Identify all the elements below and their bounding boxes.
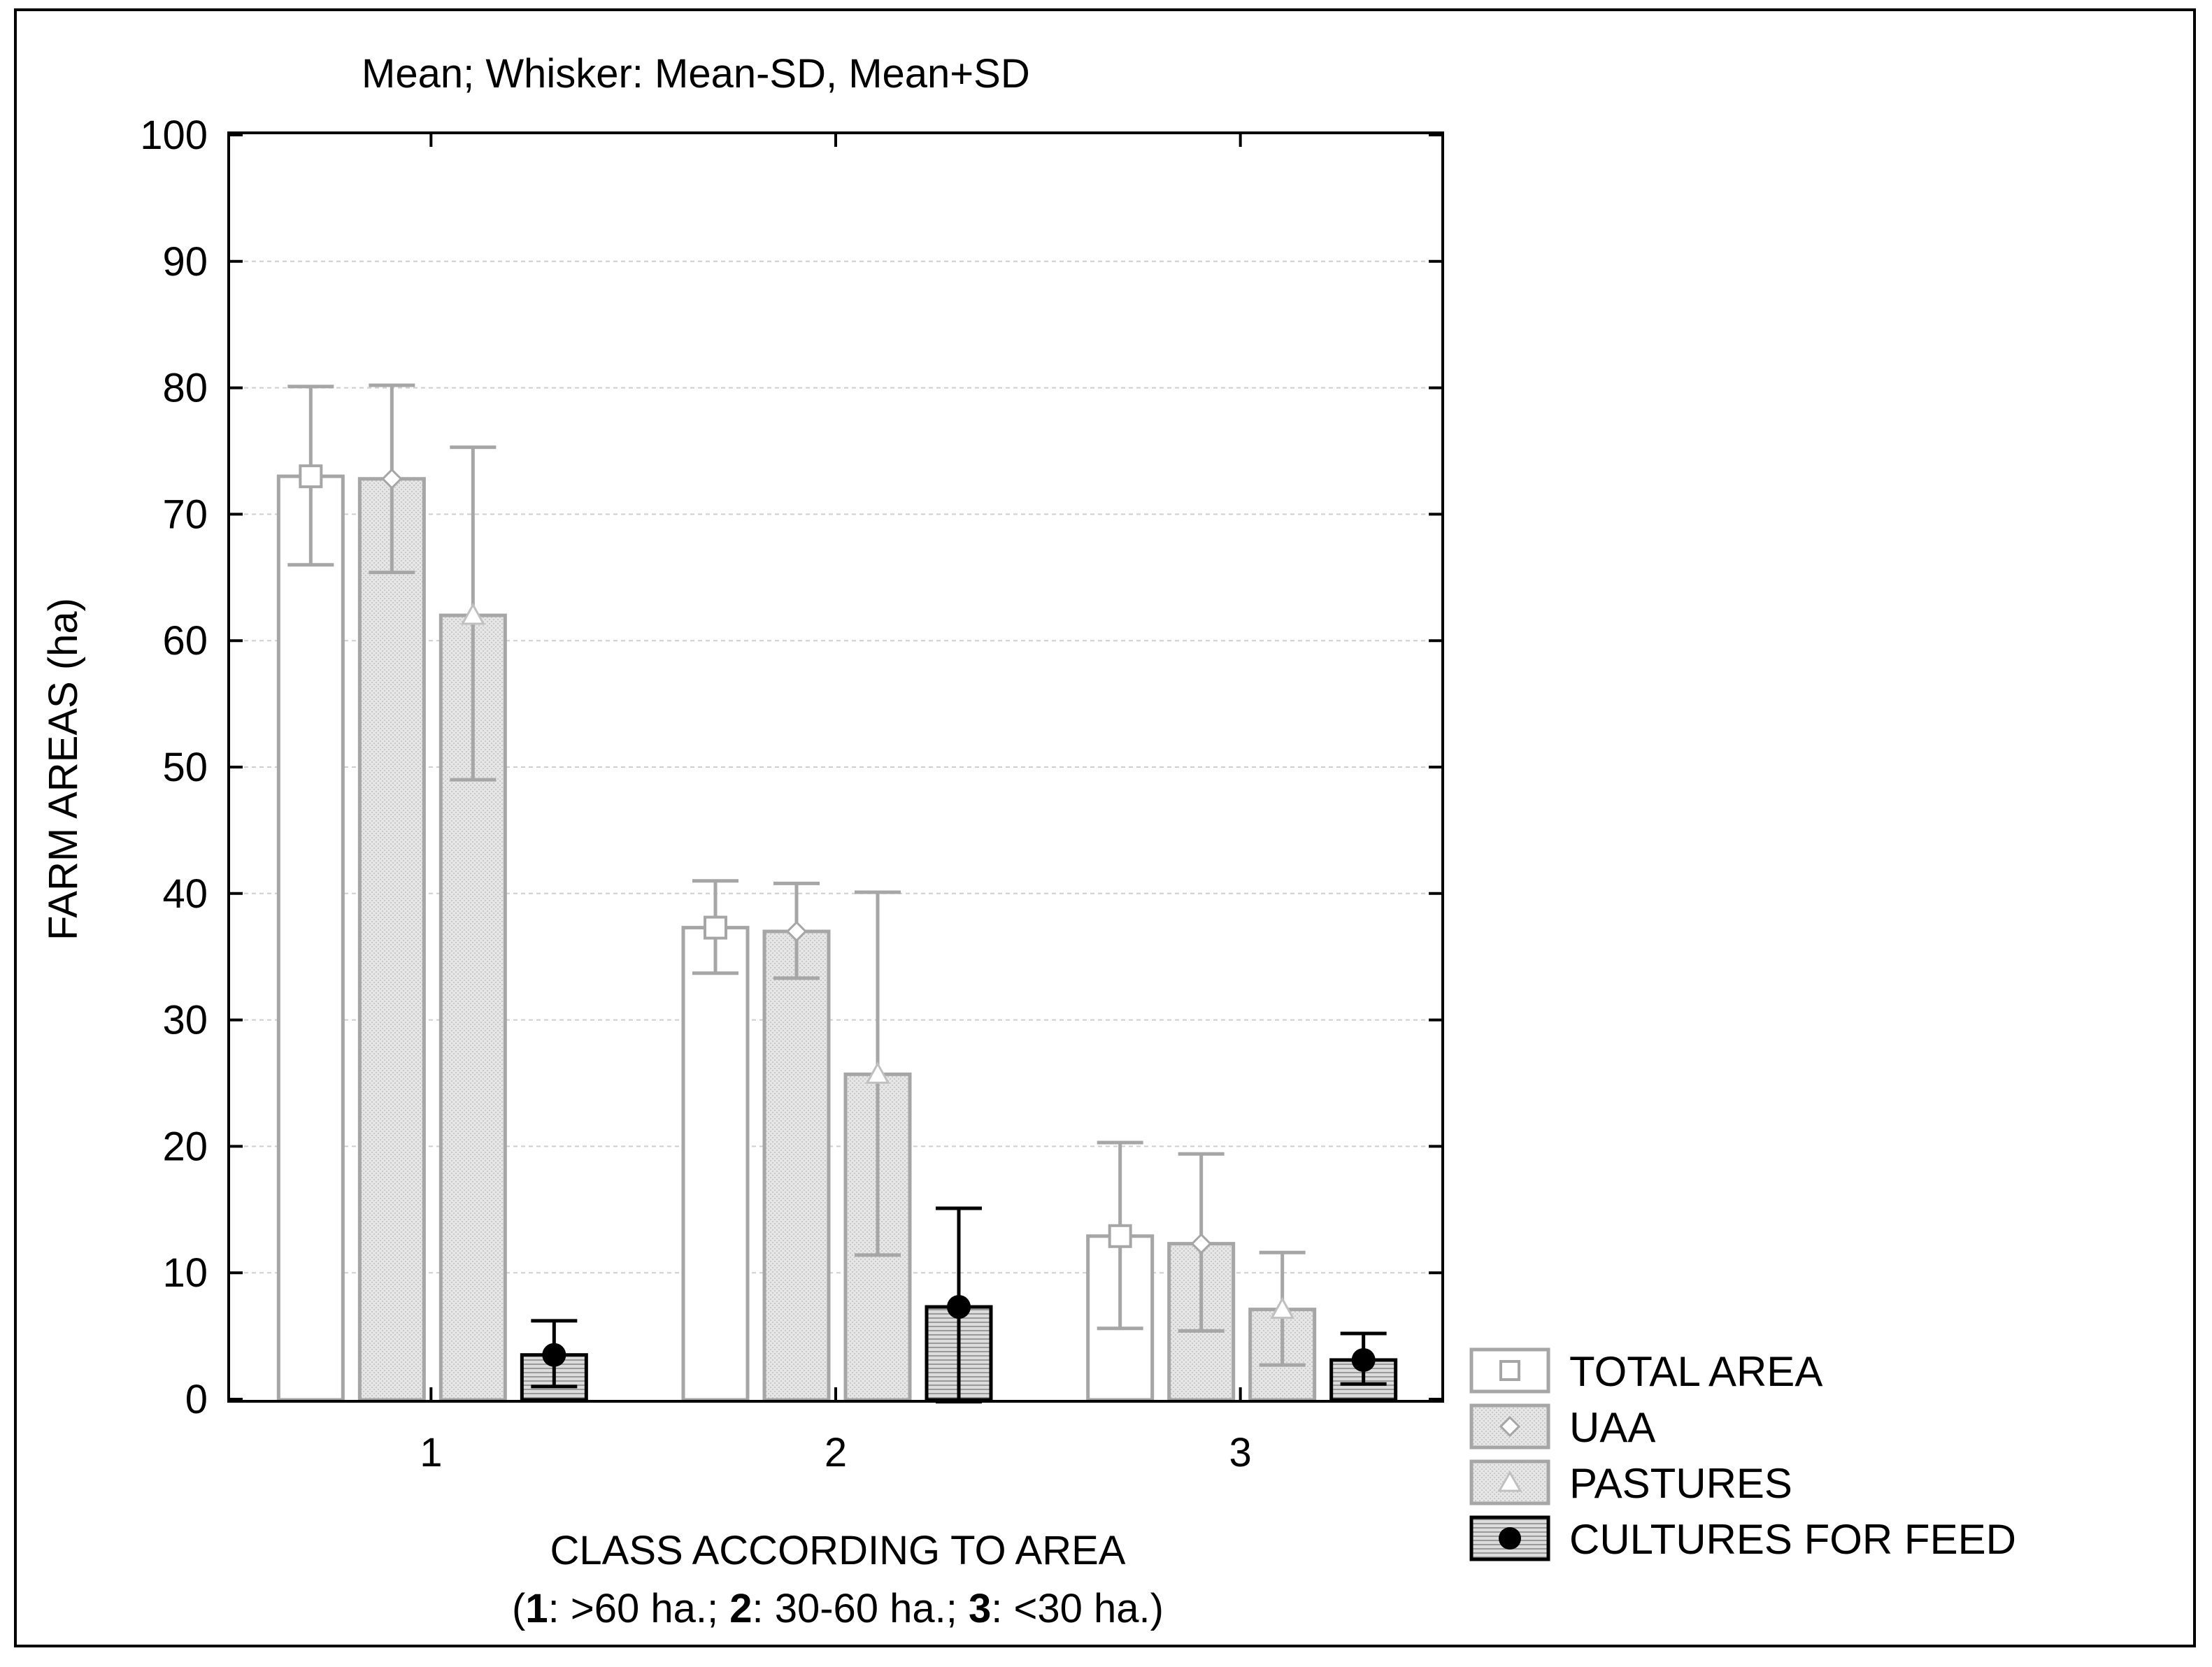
legend-item-total-area: TOTAL AREA xyxy=(1469,1347,1822,1395)
legend-item-uaa: UAA xyxy=(1469,1403,1655,1451)
legend-label-pastures: PASTURES xyxy=(1569,1460,1792,1507)
y-tick-label-80: 80 xyxy=(162,366,208,411)
chart-title: Mean; Whisker: Mean-SD, Mean+SD xyxy=(362,51,1030,96)
mean-marker-pastures-class-2 xyxy=(865,1061,890,1084)
y-tick-label-70: 70 xyxy=(162,492,208,537)
y-tick-label-40: 40 xyxy=(162,871,208,917)
x-axis-note-class-3: 3 xyxy=(969,1586,991,1631)
legend-label-uaa: UAA xyxy=(1569,1404,1655,1451)
mean-markers xyxy=(299,464,1376,1372)
y-tick-label-50: 50 xyxy=(162,745,208,790)
y-tick-label-100: 100 xyxy=(140,113,208,158)
legend-label-total-area: TOTAL AREA xyxy=(1569,1348,1822,1395)
legend-triangle-icon xyxy=(1497,1470,1522,1492)
mean-marker-total-area-class-2 xyxy=(704,915,727,940)
y-tick-labels: 0 10 20 30 40 50 60 70 80 90 100 xyxy=(140,113,208,1422)
legend-circle-icon xyxy=(1499,1527,1521,1550)
y-axis-label: FARM AREAS (ha) xyxy=(41,598,86,940)
y-tick-label-30: 30 xyxy=(162,998,208,1043)
y-tick-label-60: 60 xyxy=(162,618,208,664)
axis-ticks xyxy=(229,133,1443,1401)
x-axis-note-open: ( xyxy=(512,1586,525,1631)
bar-uaa-class-2 xyxy=(762,929,831,1402)
legend-square-icon xyxy=(1499,1360,1520,1381)
mean-marker-pastures-class-1 xyxy=(460,602,485,625)
legend-item-cultures-for-feed: CULTURES FOR FEED xyxy=(1469,1515,2016,1563)
mean-marker-cultures-for-feed-class-2 xyxy=(947,1295,971,1319)
x-tick-label-1: 1 xyxy=(420,1430,442,1475)
x-axis-note-class-2: 2 xyxy=(729,1586,752,1631)
y-tick-label-0: 0 xyxy=(185,1377,208,1422)
legend-diamond-icon xyxy=(1499,1415,1521,1438)
bars xyxy=(276,474,1398,1402)
mean-marker-uaa-class-1 xyxy=(381,468,403,489)
mean-marker-total-area-class-3 xyxy=(1108,1224,1132,1248)
bar-total-area-class-2 xyxy=(681,926,750,1402)
y-tick-label-10: 10 xyxy=(162,1250,208,1296)
x-axis-label: CLASS ACCORDING TO AREA xyxy=(550,1528,1126,1573)
x-axis-note: (1: >60 ha.; 2: 30-60 ha.; 3: <30 ha.) xyxy=(512,1586,1164,1631)
x-tick-label-3: 3 xyxy=(1229,1430,1252,1475)
x-axis-note-desc-3: : <30 ha.) xyxy=(991,1586,1164,1631)
mean-marker-total-area-class-1 xyxy=(299,464,323,489)
bar-uaa-class-1 xyxy=(357,477,426,1402)
mean-marker-cultures-for-feed-class-1 xyxy=(542,1343,566,1367)
x-axis-note-class-1: 1 xyxy=(525,1586,548,1631)
mean-marker-pastures-class-3 xyxy=(1270,1296,1295,1319)
gridlines xyxy=(229,260,1443,1274)
legend-item-pastures: PASTURES xyxy=(1469,1459,1792,1507)
y-tick-label-20: 20 xyxy=(162,1124,208,1169)
mean-marker-uaa-class-3 xyxy=(1190,1233,1212,1254)
x-axis-note-desc-2: : 30-60 ha.; xyxy=(752,1586,969,1631)
legend: TOTAL AREA UAA PASTURES CULTURES FOR FEE… xyxy=(1469,1347,2016,1563)
x-tick-labels: 1 2 3 xyxy=(420,1430,1252,1475)
legend-label-cultures-for-feed: CULTURES FOR FEED xyxy=(1569,1516,2016,1563)
x-axis-note-desc-1: : >60 ha.; xyxy=(548,1586,730,1631)
x-tick-label-2: 2 xyxy=(825,1430,847,1475)
mean-marker-uaa-class-2 xyxy=(785,920,808,943)
bar-total-area-class-1 xyxy=(276,474,345,1402)
y-tick-label-90: 90 xyxy=(162,239,208,285)
mean-marker-cultures-for-feed-class-3 xyxy=(1351,1347,1376,1372)
